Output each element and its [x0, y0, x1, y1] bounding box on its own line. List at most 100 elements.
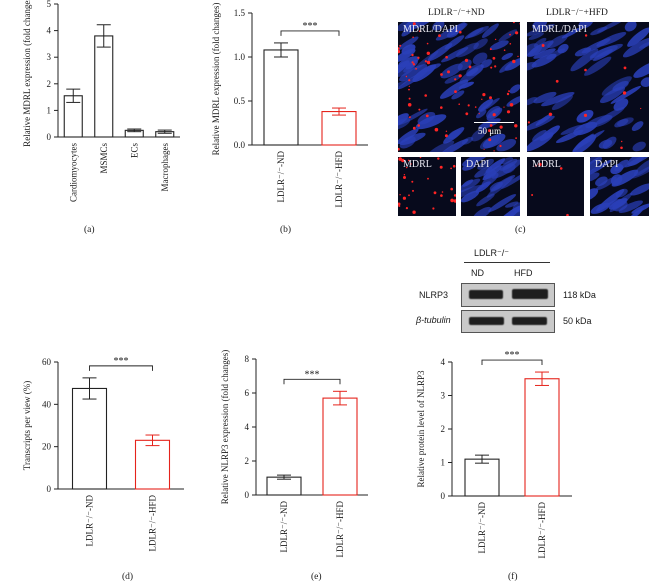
x-tick-label: LDLR⁻/⁻-ND: [276, 151, 286, 203]
blot-size-tubulin: 50 kDa: [563, 316, 592, 326]
significance-label: ***: [114, 356, 129, 367]
micrograph-texture: [398, 22, 520, 152]
y-tick-label: 8: [245, 354, 250, 364]
y-tick-label: 20: [42, 442, 52, 452]
group-title-nd: LDLR⁻/⁻+ND: [428, 8, 485, 18]
micrograph-texture: [398, 157, 456, 214]
y-tick-label: 1: [441, 458, 446, 468]
micrograph-texture: [590, 157, 649, 216]
group-title-hfd: LDLR⁻/⁻+HFD: [546, 8, 608, 18]
micrograph-texture: [531, 162, 569, 216]
x-tick-label: LDLR⁻/⁻-ND: [477, 502, 487, 554]
y-tick-label: 0: [245, 490, 250, 500]
micrograph-nd-mdrl: MDRL: [398, 157, 456, 216]
micrograph-texture: [461, 157, 520, 216]
significance-bracket: [280, 30, 340, 36]
y-axis-label: Relative protein level of NLRP3: [416, 370, 426, 487]
bar: [322, 397, 358, 496]
y-tick-label: 0.5: [234, 96, 246, 106]
x-tick-label: LDLR⁻/⁻-ND: [85, 495, 95, 547]
scale-bar: [474, 122, 514, 123]
significance-bracket: [481, 359, 543, 366]
y-tick-label: 0.0: [234, 140, 246, 150]
y-tick-label: 0: [47, 484, 52, 494]
chart-b: 0.0 0.5 1.0 1.5 Relative MDRL expression (fo…: [211, 3, 368, 208]
panel-label-d: (d): [122, 572, 134, 582]
y-tick-label: 2: [47, 79, 52, 89]
y-tick-label: 4: [47, 26, 52, 36]
band-hfd-nlrp3: [512, 289, 548, 299]
y-axis-label: Transcripts per view (%): [22, 381, 32, 470]
x-tick-label: Cardiomyocytes: [68, 143, 78, 202]
micrograph-hfd-dapi: DAPI: [590, 157, 649, 216]
band-nd-tubulin: [469, 317, 504, 325]
lane-hfd: HFD: [514, 268, 533, 278]
significance-bracket: [283, 378, 341, 385]
y-tick-label: 3: [47, 52, 52, 62]
band-hfd-tubulin: [512, 317, 547, 325]
y-tick-label: 0: [441, 491, 446, 501]
micrograph-hfd-mdrl: MDRL: [527, 157, 584, 216]
micrograph-nd-merged: MDRL/DAPI 50 μm: [398, 22, 520, 152]
significance-label: ***: [505, 350, 520, 361]
micrograph-label: MDRL: [532, 159, 561, 170]
chart-e: 0 2 4 6 8 Relative NLRP3 expression (fold cha…: [220, 350, 368, 558]
blot-header-line: [464, 262, 550, 263]
y-axis-label: Relative NLRP3 expression (fold changes): [220, 350, 230, 504]
band-nd-nlrp3: [469, 290, 503, 299]
x-tick-label: MSMCs: [99, 143, 109, 174]
bar: [71, 387, 108, 490]
blot-size-nlrp3: 118 kDa: [563, 290, 596, 300]
blot-tubulin: [461, 310, 555, 333]
blot-row-tubulin: β-tubulin: [416, 315, 451, 325]
panel-label-a: (a): [84, 225, 95, 235]
x-tick-label: LDLR⁻/⁻-HFD: [537, 502, 547, 559]
panel-label-c: (c): [515, 225, 526, 235]
blot-nlrp3: [461, 283, 555, 307]
x-tick-label: ECs: [129, 143, 139, 159]
y-tick-label: 1.5: [234, 8, 246, 18]
x-tick-label: LDLR⁻/⁻-HFD: [148, 495, 158, 552]
panel-label-b: (b): [280, 225, 292, 235]
y-tick-label: 2: [245, 456, 250, 466]
y-tick-label: 40: [42, 399, 52, 409]
y-tick-label: 60: [42, 357, 52, 367]
x-tick-label: LDLR⁻/⁻-HFD: [335, 501, 345, 558]
micrograph-label: MDRL/DAPI: [532, 24, 588, 35]
bar: [266, 476, 302, 496]
scale-bar-label: 50 μm: [478, 126, 502, 136]
blot-row-nlrp3: NLRP3: [419, 290, 449, 300]
significance-bracket: [89, 365, 153, 371]
micrograph-texture: [527, 22, 649, 152]
micrograph-hfd-merged: MDRL/DAPI: [527, 22, 649, 152]
chart-f: 0 1 2 3 4 Relative protein level of NLRP3 LDLR…: [416, 350, 572, 559]
micrograph-label: MDRL: [403, 159, 432, 170]
y-tick-label: 2: [441, 424, 446, 434]
chart-d: 0 20 40 60 Transcripts per view (%) LDLR⁻/⁻-N…: [22, 356, 184, 552]
bar: [464, 458, 500, 497]
significance-label: ***: [305, 369, 320, 380]
bar: [321, 111, 357, 146]
micrograph-label: MDRL/DAPI: [403, 24, 459, 35]
bar: [263, 49, 299, 146]
bar: [94, 35, 114, 138]
y-tick-label: 4: [441, 357, 446, 367]
micrograph-label: DAPI: [466, 159, 490, 170]
panel-label-e: (e): [311, 572, 322, 582]
y-axis-label: Relative MDRL expression (fold changes): [211, 3, 221, 156]
bar: [524, 378, 560, 497]
panel-label-f: (f): [508, 572, 518, 582]
x-tick-label: LDLR⁻/⁻-ND: [279, 501, 289, 553]
y-tick-label: 6: [245, 388, 250, 398]
y-tick-label: 0: [47, 132, 52, 142]
y-tick-label: 4: [245, 422, 250, 432]
lane-nd: ND: [471, 268, 484, 278]
bar: [134, 439, 171, 490]
chart-a: 0 1 2 3 4 5 Relative MDRL expression (fold cha…: [22, 0, 180, 202]
blot-header: LDLR⁻/⁻: [474, 248, 510, 258]
micrograph-label: DAPI: [595, 159, 619, 170]
y-axis-label: Relative MDRL expression (fold changes): [22, 0, 32, 147]
x-tick-label: LDLR⁻/⁻-HFD: [334, 151, 344, 208]
